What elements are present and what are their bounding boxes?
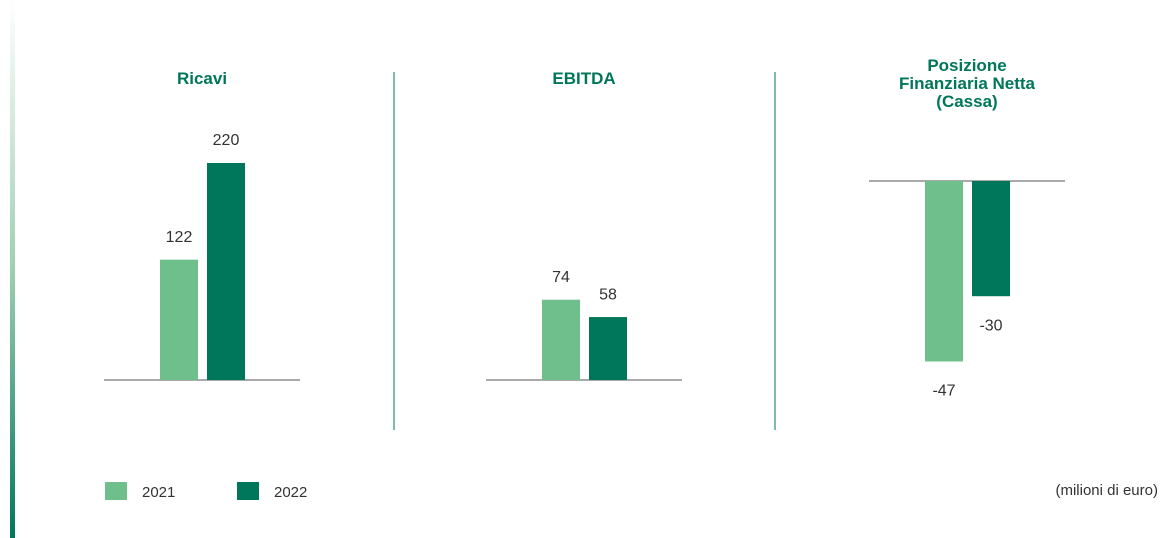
value-label: 122	[166, 229, 193, 246]
bar	[207, 163, 245, 380]
bar	[925, 181, 963, 362]
bar	[542, 299, 580, 380]
chart-title: Ricavi	[176, 69, 228, 88]
value-label: 58	[599, 286, 617, 303]
legend-label: 2021	[142, 484, 175, 501]
legend-swatch	[105, 482, 127, 500]
bar	[589, 317, 627, 380]
bar	[160, 259, 198, 380]
unit-note: (milioni di euro)	[1055, 482, 1158, 499]
value-label: 220	[213, 132, 240, 149]
legend-label: 2022	[274, 484, 307, 501]
chart-title: Posizione Finanziaria Netta (Cassa)	[898, 56, 1036, 111]
bar	[972, 181, 1010, 297]
value-label: -30	[979, 317, 1002, 334]
value-label: 74	[552, 269, 570, 286]
legend-swatch	[237, 482, 259, 500]
chart-title: EBITDA	[552, 69, 616, 88]
value-label: -47	[932, 383, 955, 400]
side-bar	[10, 0, 15, 538]
